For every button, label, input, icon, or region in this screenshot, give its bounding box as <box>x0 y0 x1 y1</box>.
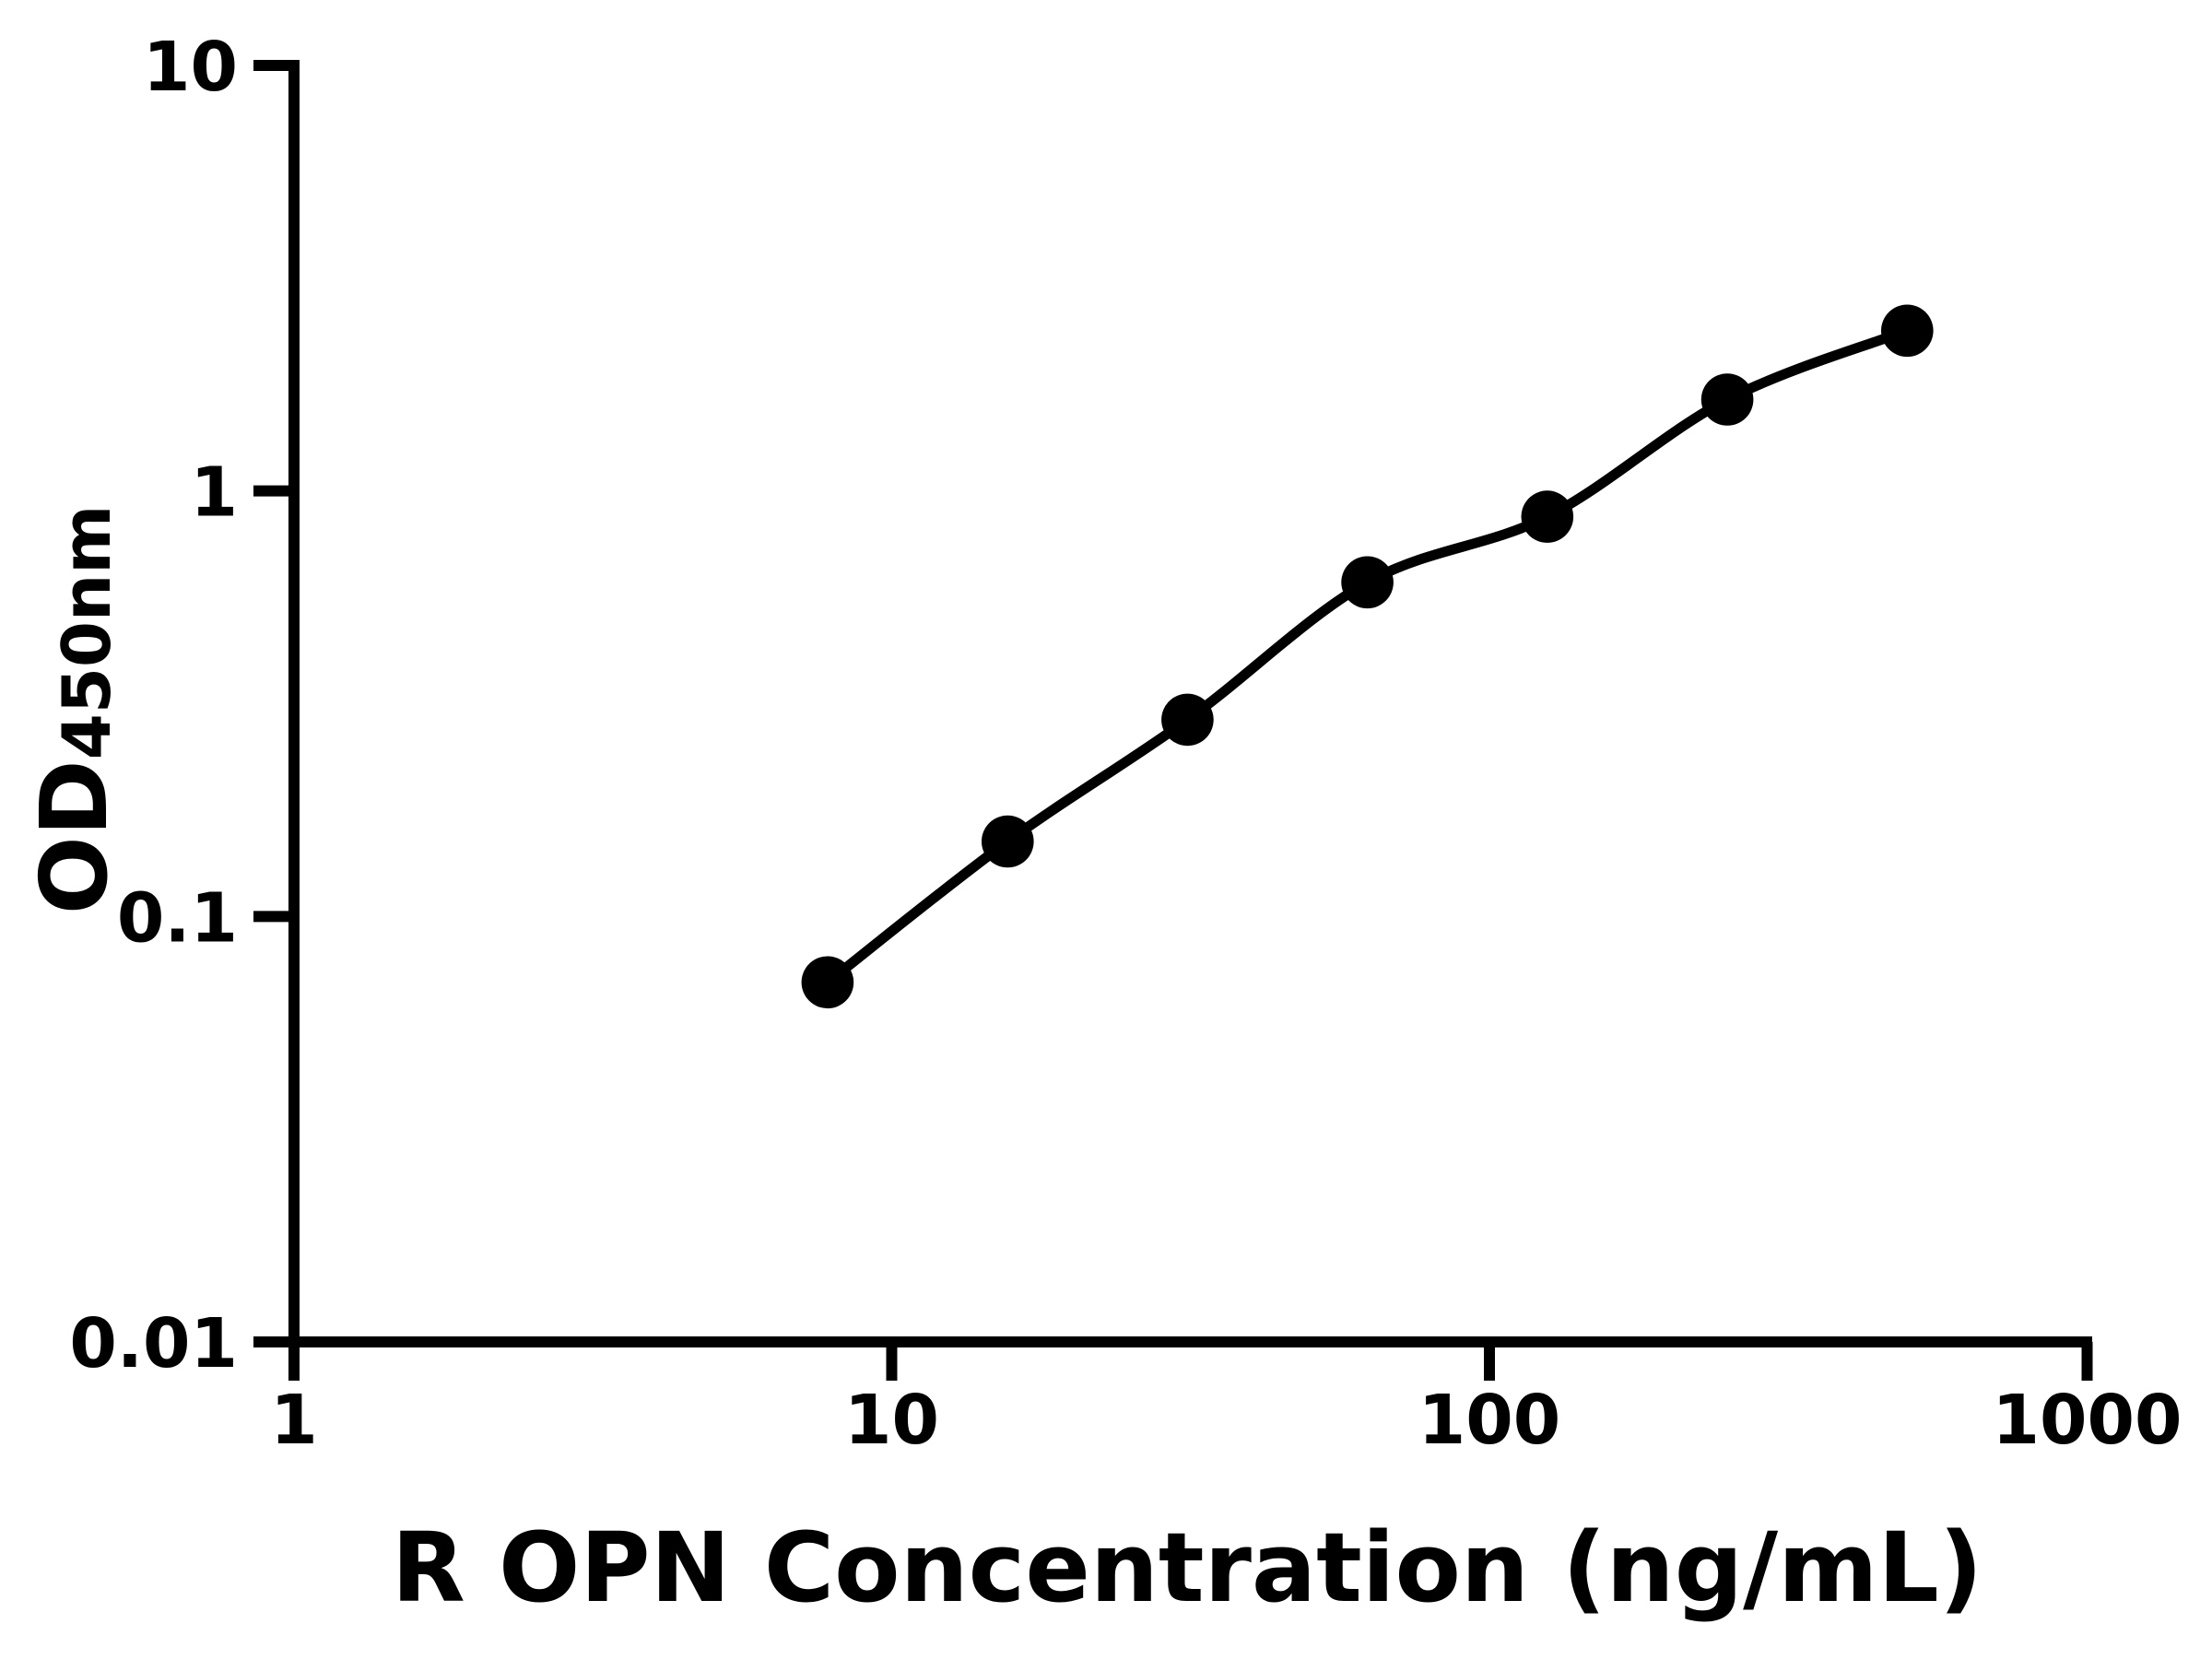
x-tick-label: 1 <box>270 1381 318 1460</box>
x-tick-label: 1000 <box>1993 1381 2183 1460</box>
y-axis-title-main: OD <box>20 759 128 914</box>
data-point <box>1521 490 1574 543</box>
y-axis-title-subscript: 450nm <box>48 505 125 760</box>
y-axis-title: OD450nm <box>20 505 128 915</box>
x-axis-title: R OPN Concentration (ng/mL) <box>392 1512 1983 1624</box>
y-axis-ticks <box>253 59 294 1347</box>
x-tick-label: 10 <box>844 1381 939 1460</box>
data-point <box>982 815 1034 868</box>
data-series <box>801 304 1934 1009</box>
x-axis-ticks <box>288 1342 2093 1381</box>
data-point <box>1700 373 1754 426</box>
x-tick-label: 100 <box>1418 1381 1560 1460</box>
fitted-curve <box>824 325 1910 987</box>
data-point <box>1881 304 1934 358</box>
axes <box>253 60 2092 1347</box>
y-tick-label: 0.1 <box>117 878 238 958</box>
y-axis-tick-labels: 10 1 0.1 0.01 <box>69 28 238 1383</box>
y-tick-label: 10 <box>143 28 238 107</box>
data-point <box>1161 693 1214 747</box>
data-point <box>1341 556 1394 609</box>
data-point <box>801 956 854 1009</box>
y-tick-label: 0.01 <box>69 1304 238 1383</box>
y-tick-label: 1 <box>191 453 239 533</box>
x-axis-tick-labels: 1 10 100 1000 <box>270 1381 2182 1460</box>
